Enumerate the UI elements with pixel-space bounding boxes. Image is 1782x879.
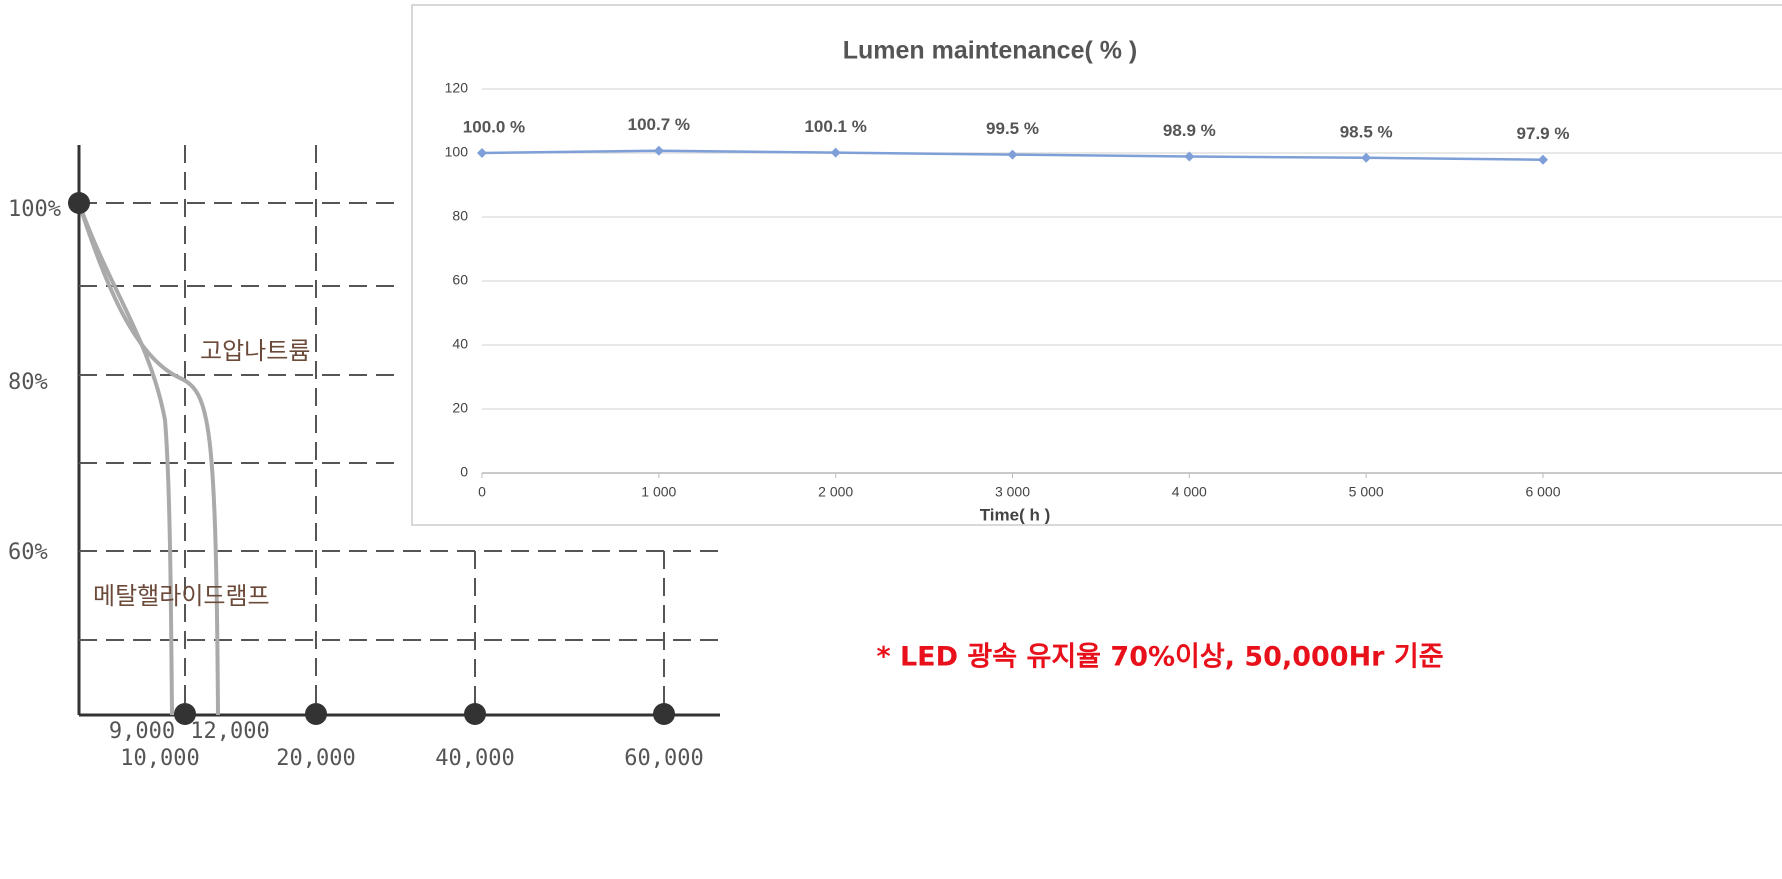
- curve: [77, 202, 220, 716]
- x-tick-label: 5 000: [1349, 484, 1384, 500]
- plot: 0 20 40 60 80 100 120 0 1 000 2 000 3 000 4 000 5 00…: [445, 80, 1782, 500]
- data-label: 100.1 %: [804, 117, 866, 136]
- data-label: 97.9 %: [1517, 124, 1570, 143]
- x-label: 9,000: [109, 719, 175, 744]
- note: * LED 광속 유지율 70%이상, 50,000Hr 기준: [876, 642, 1443, 673]
- curve-label: 고압나트륨: [200, 337, 310, 365]
- x-tick-label: 0: [478, 484, 486, 500]
- y-tick-label: 120: [445, 80, 469, 96]
- background-diagram: 100% 80% 60% 9,000 12,000 10,000 20,000 …: [8, 145, 720, 771]
- curve: [77, 202, 174, 716]
- dot: [464, 703, 486, 725]
- dot: [305, 703, 327, 725]
- x-tick-label: 2 000: [818, 484, 853, 500]
- data-label: 100.0 %: [463, 117, 525, 136]
- chart-title: Lumen maintenance( % ): [843, 37, 1138, 65]
- x-label: 20,000: [276, 746, 355, 771]
- marker: [1184, 151, 1195, 162]
- x-tick-label: 6 000: [1525, 484, 1560, 500]
- x-tick-label: 3 000: [995, 484, 1030, 500]
- marker: [1538, 154, 1548, 165]
- y-tick-label: 60: [452, 272, 468, 288]
- y-tick-label: 80: [452, 208, 468, 224]
- x-label: 40,000: [435, 746, 514, 771]
- curve-label: 메탈핼라이드램프: [93, 582, 270, 610]
- y-tick-label: 0: [460, 464, 468, 480]
- data-label: 98.9 %: [1163, 121, 1216, 140]
- x-label: 10,000: [120, 746, 199, 771]
- marker: [1361, 152, 1372, 163]
- y-label: 80%: [8, 370, 48, 395]
- dot: [68, 192, 90, 214]
- x-label: 60,000: [624, 746, 703, 771]
- dot: [174, 703, 196, 725]
- data-label: 98.5 %: [1340, 122, 1393, 141]
- y-tick-label: 40: [452, 336, 468, 352]
- x-tick-label: 4 000: [1172, 484, 1207, 500]
- marker: [477, 148, 487, 158]
- marker: [1007, 149, 1018, 160]
- y-tick-label: 100: [445, 144, 469, 160]
- dot: [653, 703, 675, 725]
- x-axis-title: Time( h ): [980, 505, 1051, 524]
- data-label: 99.5 %: [986, 119, 1039, 138]
- x-label: 12,000: [190, 719, 269, 744]
- y-label: 100%: [8, 197, 61, 222]
- chart-panel: [411, 4, 1782, 526]
- marker: [653, 145, 664, 156]
- x-tick-label: 1 000: [641, 484, 676, 500]
- y-label: 60%: [8, 540, 48, 565]
- marker: [830, 147, 841, 158]
- data-label: 100.7 %: [628, 115, 690, 134]
- diagram-grid: [184, 145, 665, 715]
- y-tick-label: 20: [452, 400, 468, 416]
